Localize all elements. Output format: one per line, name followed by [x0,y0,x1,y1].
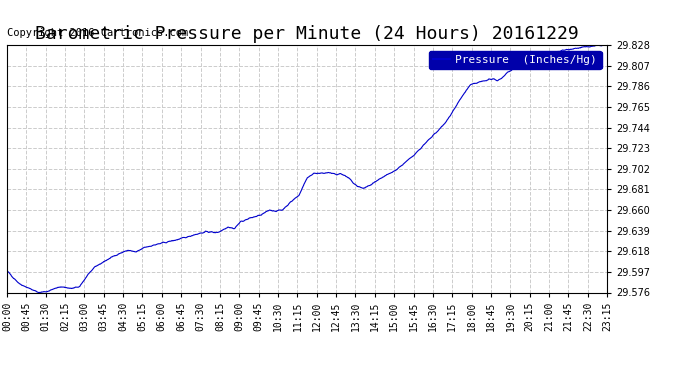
Text: Copyright 2016 Cartronics.com: Copyright 2016 Cartronics.com [7,28,188,38]
Title: Barometric Pressure per Minute (24 Hours) 20161229: Barometric Pressure per Minute (24 Hours… [35,26,579,44]
Legend: Pressure  (Inches/Hg): Pressure (Inches/Hg) [428,51,602,69]
